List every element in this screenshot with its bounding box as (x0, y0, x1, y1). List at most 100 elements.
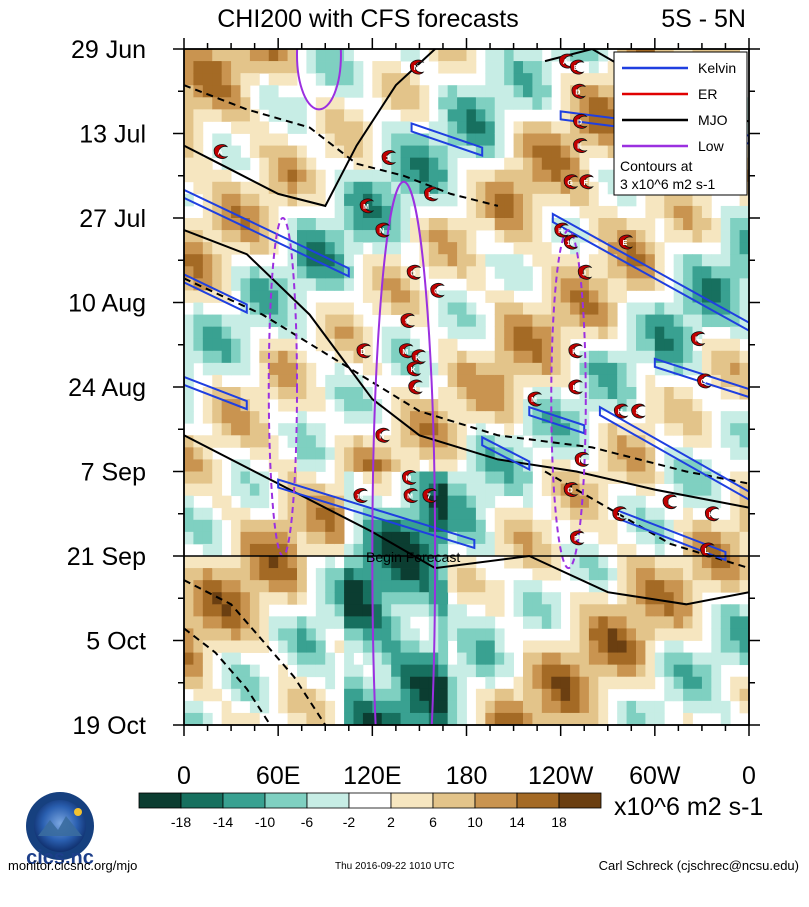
field-cell (212, 688, 223, 702)
field-cell (193, 556, 204, 569)
field-cell (249, 568, 260, 581)
field-cell (579, 676, 590, 690)
field-cell (683, 314, 693, 328)
field-cell (532, 652, 543, 666)
cyclone-marker: I (662, 494, 677, 510)
field-cell (202, 604, 213, 617)
field-cell (447, 49, 458, 62)
field-cell (494, 205, 505, 219)
field-cell (287, 242, 298, 255)
field-cell (391, 592, 401, 605)
field-cell (598, 700, 609, 714)
field-cell (438, 580, 449, 593)
field-cell (730, 230, 740, 243)
field-cell (184, 254, 194, 267)
field-cell (381, 133, 392, 146)
field-cell (202, 205, 213, 219)
field-cell (184, 157, 194, 171)
field-cell (287, 374, 298, 388)
field-cell (485, 133, 496, 146)
field-cell (560, 447, 571, 460)
field-cell (372, 61, 383, 74)
field-cell (475, 399, 486, 412)
field-cell (353, 592, 364, 605)
field-cell (306, 628, 317, 641)
field-cell (268, 592, 279, 605)
field-cell (391, 350, 401, 364)
field-cell (344, 459, 354, 472)
field-cell (485, 145, 496, 159)
field-cell (551, 326, 562, 340)
field-cell (523, 193, 533, 207)
field-cell (626, 435, 637, 448)
field-cell (278, 266, 288, 279)
field-cell (325, 616, 336, 629)
field-cell (268, 435, 279, 448)
field-cell (391, 387, 401, 400)
field-cell (570, 604, 580, 617)
field-cell (541, 97, 552, 110)
field-cell (306, 640, 317, 653)
field-cell (212, 49, 223, 62)
field-cell (362, 628, 373, 641)
field-cell (598, 302, 609, 315)
field-cell (410, 471, 420, 484)
cyclone-marker: 9 (400, 313, 415, 328)
field-cell (221, 568, 232, 581)
field-cell (419, 519, 430, 533)
field-cell (428, 121, 439, 134)
field-cell (400, 230, 411, 243)
field-cell (202, 580, 213, 593)
field-cell (664, 616, 675, 629)
field-cell (730, 652, 740, 666)
field-cell (249, 61, 260, 74)
field-cell (268, 616, 279, 629)
field-cell (287, 193, 298, 207)
field-cell (504, 688, 514, 702)
field-cell (240, 49, 251, 62)
field-cell (523, 411, 533, 424)
field-cell (541, 133, 552, 146)
field-cell (504, 290, 514, 303)
field-cell (438, 85, 449, 98)
colorbar-swatch (138, 792, 182, 809)
field-cell (541, 411, 552, 424)
field-cell (410, 652, 420, 666)
field-cell (334, 543, 345, 557)
field-cell (231, 688, 241, 702)
field-cell (391, 712, 401, 725)
field-cell (353, 314, 364, 328)
field-cell (438, 700, 449, 714)
field-cell (410, 169, 420, 183)
field-cell (184, 399, 194, 412)
y-tick-label: 24 Aug (68, 374, 146, 402)
anomaly-field (184, 49, 749, 725)
field-cell (617, 700, 627, 714)
y-tick-label: 19 Oct (72, 712, 146, 740)
field-cell (231, 519, 241, 533)
field-cell (447, 121, 458, 134)
field-cell (607, 302, 618, 315)
field-cell (259, 97, 270, 110)
field-cell (673, 314, 684, 328)
footer-url[interactable]: monitor.cicsnc.org/mjo (8, 858, 138, 873)
field-cell (231, 640, 241, 653)
field-cell (513, 278, 524, 291)
field-cell (504, 193, 514, 207)
field-cell (447, 314, 458, 328)
field-cell (570, 302, 580, 315)
field-cell (400, 133, 411, 146)
cyclone-symbol (430, 282, 445, 298)
field-cell (372, 254, 383, 267)
field-cell (636, 435, 646, 448)
cyclone-label: L (428, 192, 433, 199)
field-cell (193, 121, 204, 134)
field-cell (551, 338, 562, 352)
field-cell (344, 145, 354, 159)
cyclone-symbol (563, 174, 579, 190)
field-cell (701, 411, 712, 424)
cyclone-symbol (612, 506, 627, 522)
field-cell (400, 97, 411, 110)
